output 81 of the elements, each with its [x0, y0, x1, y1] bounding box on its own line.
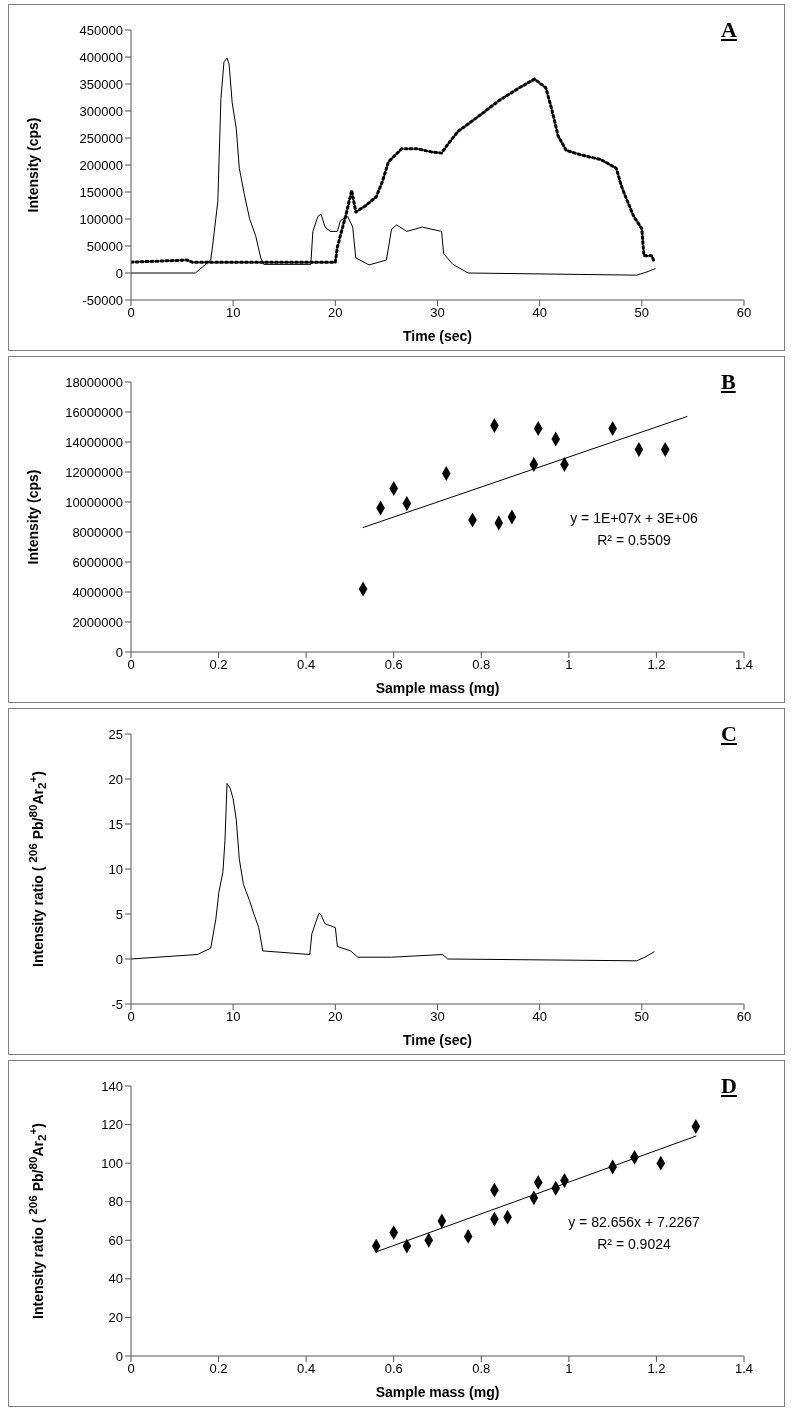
x-tick-label: 1: [565, 1361, 573, 1377]
y-tick-label: 0: [115, 265, 123, 281]
x-tick-label: 0: [127, 657, 135, 673]
y-tick-label: 10: [108, 861, 123, 877]
annotation: y = 1E+07x + 3E+06: [569, 509, 699, 528]
x-tick-label: 20: [328, 1009, 343, 1025]
annotation: R² = 0.9024: [596, 1235, 672, 1254]
y-tick-label: 8000000: [72, 524, 123, 540]
x-tick-label: 0.6: [384, 657, 403, 673]
x-tick-label: 50: [634, 305, 650, 321]
annotation: R² = 0.5509: [596, 531, 672, 550]
x-tick-label: 1.2: [647, 657, 666, 673]
x-tick-label: 1.2: [647, 1361, 666, 1377]
y-tick-label: 250000: [79, 130, 123, 146]
y-tick-label: 0: [115, 1348, 123, 1364]
y-tick-label: 300000: [79, 103, 123, 119]
y-tick-label: 20: [108, 771, 123, 787]
x-tick-label: 0.8: [472, 1361, 491, 1377]
y-tick-label: 2000000: [72, 614, 123, 630]
y-tick-label: 18000000: [65, 374, 123, 390]
x-tick-label: 20: [328, 305, 343, 321]
x-tick-label: 0.2: [209, 1361, 228, 1377]
y-tick-label: 450000: [79, 22, 123, 38]
y-tick-label: 25: [108, 726, 123, 742]
y-tick-label: 0: [115, 951, 123, 967]
x-tick-label: 1.4: [734, 1361, 754, 1377]
y-tick-label: 60: [108, 1232, 123, 1248]
x-tick-label: 50: [634, 1009, 650, 1025]
chart-title: B: [721, 369, 736, 395]
y-axis-title: Intensity (cps): [24, 468, 42, 567]
y-tick-label: -5: [111, 996, 123, 1012]
y-tick-label: 100: [101, 1155, 123, 1171]
y-tick-label: 200000: [79, 157, 123, 173]
y-tick-label: 15: [108, 816, 123, 832]
y-tick-label: 50000: [86, 238, 123, 254]
x-tick-label: 0.8: [472, 657, 491, 673]
y-tick-label: 80: [108, 1194, 123, 1210]
y-tick-label: 0: [115, 644, 123, 660]
y-tick-label: 140: [101, 1078, 123, 1094]
x-tick-label: 1.4: [734, 657, 754, 673]
chart-title: C: [721, 721, 737, 747]
y-tick-label: 40: [108, 1271, 123, 1287]
x-tick-label: 0.4: [297, 1361, 316, 1377]
x-tick-label: 1: [565, 657, 573, 673]
y-tick-label: 5: [115, 906, 123, 922]
x-tick-label: 0: [127, 1361, 135, 1377]
x-tick-label: 40: [532, 305, 547, 321]
y-tick-label: 6000000: [72, 554, 123, 570]
x-tick-label: 60: [736, 305, 752, 321]
line-series: [131, 783, 655, 962]
x-tick-label: 30: [430, 1009, 445, 1025]
x-axis-title: Sample mass (mg): [375, 1384, 500, 1400]
y-axis-title: Intensity (cps): [24, 116, 42, 215]
x-tick-label: 0.4: [297, 657, 316, 673]
y-tick-label: 16000000: [65, 404, 123, 420]
x-tick-label: 0.2: [209, 657, 228, 673]
y-tick-label: 350000: [79, 76, 123, 92]
x-tick-label: 60: [736, 1009, 752, 1025]
y-tick-label: -50000: [82, 292, 123, 308]
x-tick-label: 0.6: [384, 1361, 403, 1377]
x-tick-label: 0: [127, 1009, 135, 1025]
y-tick-label: 150000: [79, 184, 123, 200]
x-axis-title: Sample mass (mg): [375, 680, 500, 696]
x-tick-label: 10: [225, 305, 241, 321]
y-tick-label: 20: [108, 1310, 123, 1326]
x-tick-label: 30: [430, 305, 445, 321]
chart-title: D: [721, 1073, 737, 1099]
y-tick-label: 400000: [79, 49, 123, 65]
annotation: y = 82.656x + 7.2267: [567, 1213, 701, 1232]
chart-title: A: [721, 17, 737, 43]
x-tick-label: 10: [225, 1009, 241, 1025]
x-tick-label: 0: [127, 305, 135, 321]
y-tick-label: 120: [101, 1117, 123, 1133]
y-tick-label: 4000000: [72, 584, 123, 600]
y-tick-label: 12000000: [65, 464, 123, 480]
y-tick-label: 100000: [79, 211, 123, 227]
x-axis-title: Time (sec): [403, 328, 472, 344]
y-tick-label: 10000000: [65, 494, 123, 510]
x-axis-title: Time (sec): [403, 1032, 472, 1048]
y-tick-label: 14000000: [65, 434, 123, 450]
x-tick-label: 40: [532, 1009, 547, 1025]
